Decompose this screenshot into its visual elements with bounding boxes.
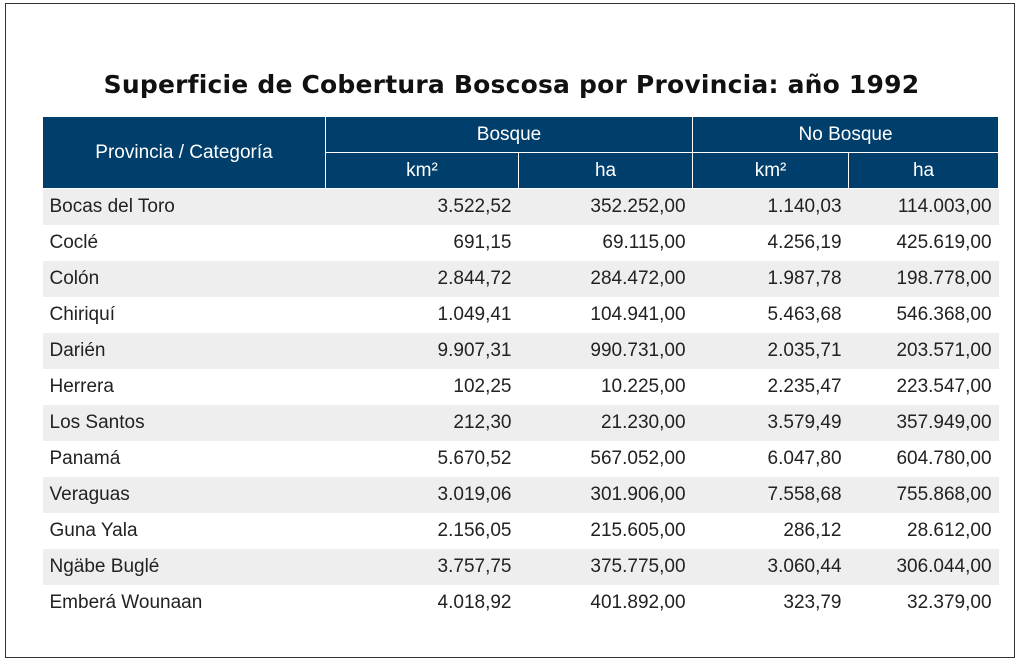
- table-row: Chiriquí 1.049,41 104.941,00 5.463,68 546.36…: [43, 297, 999, 333]
- document-frame: [5, 3, 1015, 658]
- province-cell: Emberá Wounaan: [49, 592, 203, 613]
- province-cell: Guna Yala: [49, 520, 138, 541]
- table-row: Los Santos 212,30 21.230,00 3.579,49 357.949…: [42, 405, 999, 441]
- no-bosque-km2-cell: 1.140,03: [692, 188, 849, 225]
- bosque-km2-cell: 9.907,31: [325, 333, 519, 369]
- no-bosque-ha-cell: 203.571,00: [848, 333, 999, 369]
- header-no-bosque-ha: ha: [848, 152, 1000, 189]
- no-bosque-ha-cell: 198.778,00: [848, 261, 999, 297]
- header-no-bosque: No Bosque: [692, 117, 1000, 153]
- table-row: Herrera 102,25 10.225,00 2.235,47 223.547,00: [43, 369, 999, 405]
- table-row: Ngäbe Buglé 3.757,75 375.775,00 3.060,44 306…: [42, 549, 999, 585]
- bosque-km2-cell: 691,15: [453, 232, 512, 253]
- no-bosque-km2-cell: 4.256,19: [767, 232, 842, 253]
- no-bosque-ha-cell: 546.368,00: [896, 304, 992, 325]
- table-row: Coclé 691,15 69.115,00 4.256,19 425.619,00: [43, 225, 999, 261]
- header-no-bosque-km2: km²: [692, 152, 850, 189]
- table-row: Bocas del Toro 3.522,52 352.252,00 1.140,03…: [42, 188, 999, 225]
- bosque-ha-cell: 10.225,00: [600, 376, 686, 397]
- bosque-ha-cell: 567.052,00: [590, 448, 686, 469]
- province-cell: Darién: [42, 333, 326, 369]
- province-cell: Ngäbe Buglé: [42, 549, 326, 585]
- bosque-ha-cell: 401.892,00: [590, 592, 686, 613]
- bosque-km2-cell: 3.019,06: [325, 477, 519, 513]
- no-bosque-ha-cell: 425.619,00: [896, 232, 992, 253]
- no-bosque-km2-cell: 2.035,71: [692, 333, 849, 369]
- header-category: Provincia / Categoría: [42, 117, 326, 189]
- header-bosque-km2: km²: [325, 152, 519, 189]
- table-body: Bocas del Toro 3.522,52 352.252,00 1.140,03…: [42, 188, 999, 622]
- bosque-km2-cell: 2.844,72: [325, 261, 519, 297]
- table-title: Superficie de Cobertura Boscosa por Prov…: [103, 70, 920, 99]
- no-bosque-ha-cell: 32.379,00: [907, 592, 992, 613]
- bosque-km2-cell: 1.049,41: [437, 304, 512, 325]
- no-bosque-km2-cell: 1.987,78: [692, 261, 849, 297]
- no-bosque-km2-cell: 286,12: [783, 520, 842, 541]
- table-row: Emberá Wounaan 4.018,92 401.892,00 323,79 32…: [43, 585, 999, 621]
- bosque-ha-cell: 69.115,00: [602, 232, 686, 253]
- header-bosque: Bosque: [324, 117, 694, 153]
- bosque-km2-cell: 212,30: [325, 405, 519, 441]
- bosque-km2-cell: 2.156,05: [437, 520, 512, 541]
- no-bosque-km2-cell: 2.235,47: [767, 376, 842, 397]
- table-row: Panamá 5.670,52 567.052,00 6.047,80 604.780,…: [43, 441, 999, 477]
- bosque-ha-cell: 284.472,00: [518, 261, 693, 297]
- no-bosque-ha-cell: 604.780,00: [896, 448, 992, 469]
- bosque-ha-cell: 21.230,00: [518, 405, 693, 441]
- table-row: Darién 9.907,31 990.731,00 2.035,71 203.571,…: [42, 333, 999, 369]
- province-cell: Chiriquí: [49, 304, 115, 325]
- no-bosque-km2-cell: 6.047,80: [767, 448, 842, 469]
- forest-cover-table: Provincia / Categoría Bosque No Bosque k…: [42, 117, 1000, 622]
- table-row: Colón 2.844,72 284.472,00 1.987,78 198.778,0…: [42, 261, 999, 297]
- bosque-ha-cell: 990.731,00: [518, 333, 693, 369]
- no-bosque-km2-cell: 5.463,68: [767, 304, 842, 325]
- no-bosque-km2-cell: 3.060,44: [692, 549, 849, 585]
- province-cell: Panamá: [49, 448, 121, 469]
- bosque-km2-cell: 102,25: [453, 376, 512, 397]
- bosque-ha-cell: 352.252,00: [518, 188, 693, 225]
- no-bosque-km2-cell: 7.558,68: [692, 477, 849, 513]
- no-bosque-ha-cell: 28.612,00: [907, 520, 992, 541]
- bosque-ha-cell: 215.605,00: [590, 520, 686, 541]
- bosque-ha-cell: 104.941,00: [590, 304, 686, 325]
- bosque-km2-cell: 5.670,52: [437, 448, 512, 469]
- no-bosque-km2-cell: 323,79: [783, 592, 842, 613]
- bosque-ha-cell: 301.906,00: [518, 477, 693, 513]
- header-bosque-ha: ha: [517, 152, 694, 189]
- province-cell: Bocas del Toro: [42, 188, 326, 225]
- province-cell: Veraguas: [42, 477, 326, 513]
- no-bosque-ha-cell: 306.044,00: [848, 549, 999, 585]
- table-row: Guna Yala 2.156,05 215.605,00 286,12 28.612,…: [43, 513, 999, 549]
- bosque-km2-cell: 3.522,52: [325, 188, 519, 225]
- bosque-ha-cell: 375.775,00: [518, 549, 693, 585]
- province-cell: Coclé: [49, 232, 99, 253]
- bosque-km2-cell: 3.757,75: [325, 549, 519, 585]
- bosque-km2-cell: 4.018,92: [437, 592, 512, 613]
- no-bosque-ha-cell: 223.547,00: [896, 376, 992, 397]
- no-bosque-ha-cell: 755.868,00: [848, 477, 999, 513]
- province-cell: Los Santos: [42, 405, 326, 441]
- province-cell: Herrera: [49, 376, 114, 397]
- no-bosque-ha-cell: 114.003,00: [848, 188, 999, 225]
- table-row: Veraguas 3.019,06 301.906,00 7.558,68 755.86…: [42, 477, 999, 513]
- no-bosque-ha-cell: 357.949,00: [848, 405, 999, 441]
- no-bosque-km2-cell: 3.579,49: [692, 405, 849, 441]
- province-cell: Colón: [42, 261, 326, 297]
